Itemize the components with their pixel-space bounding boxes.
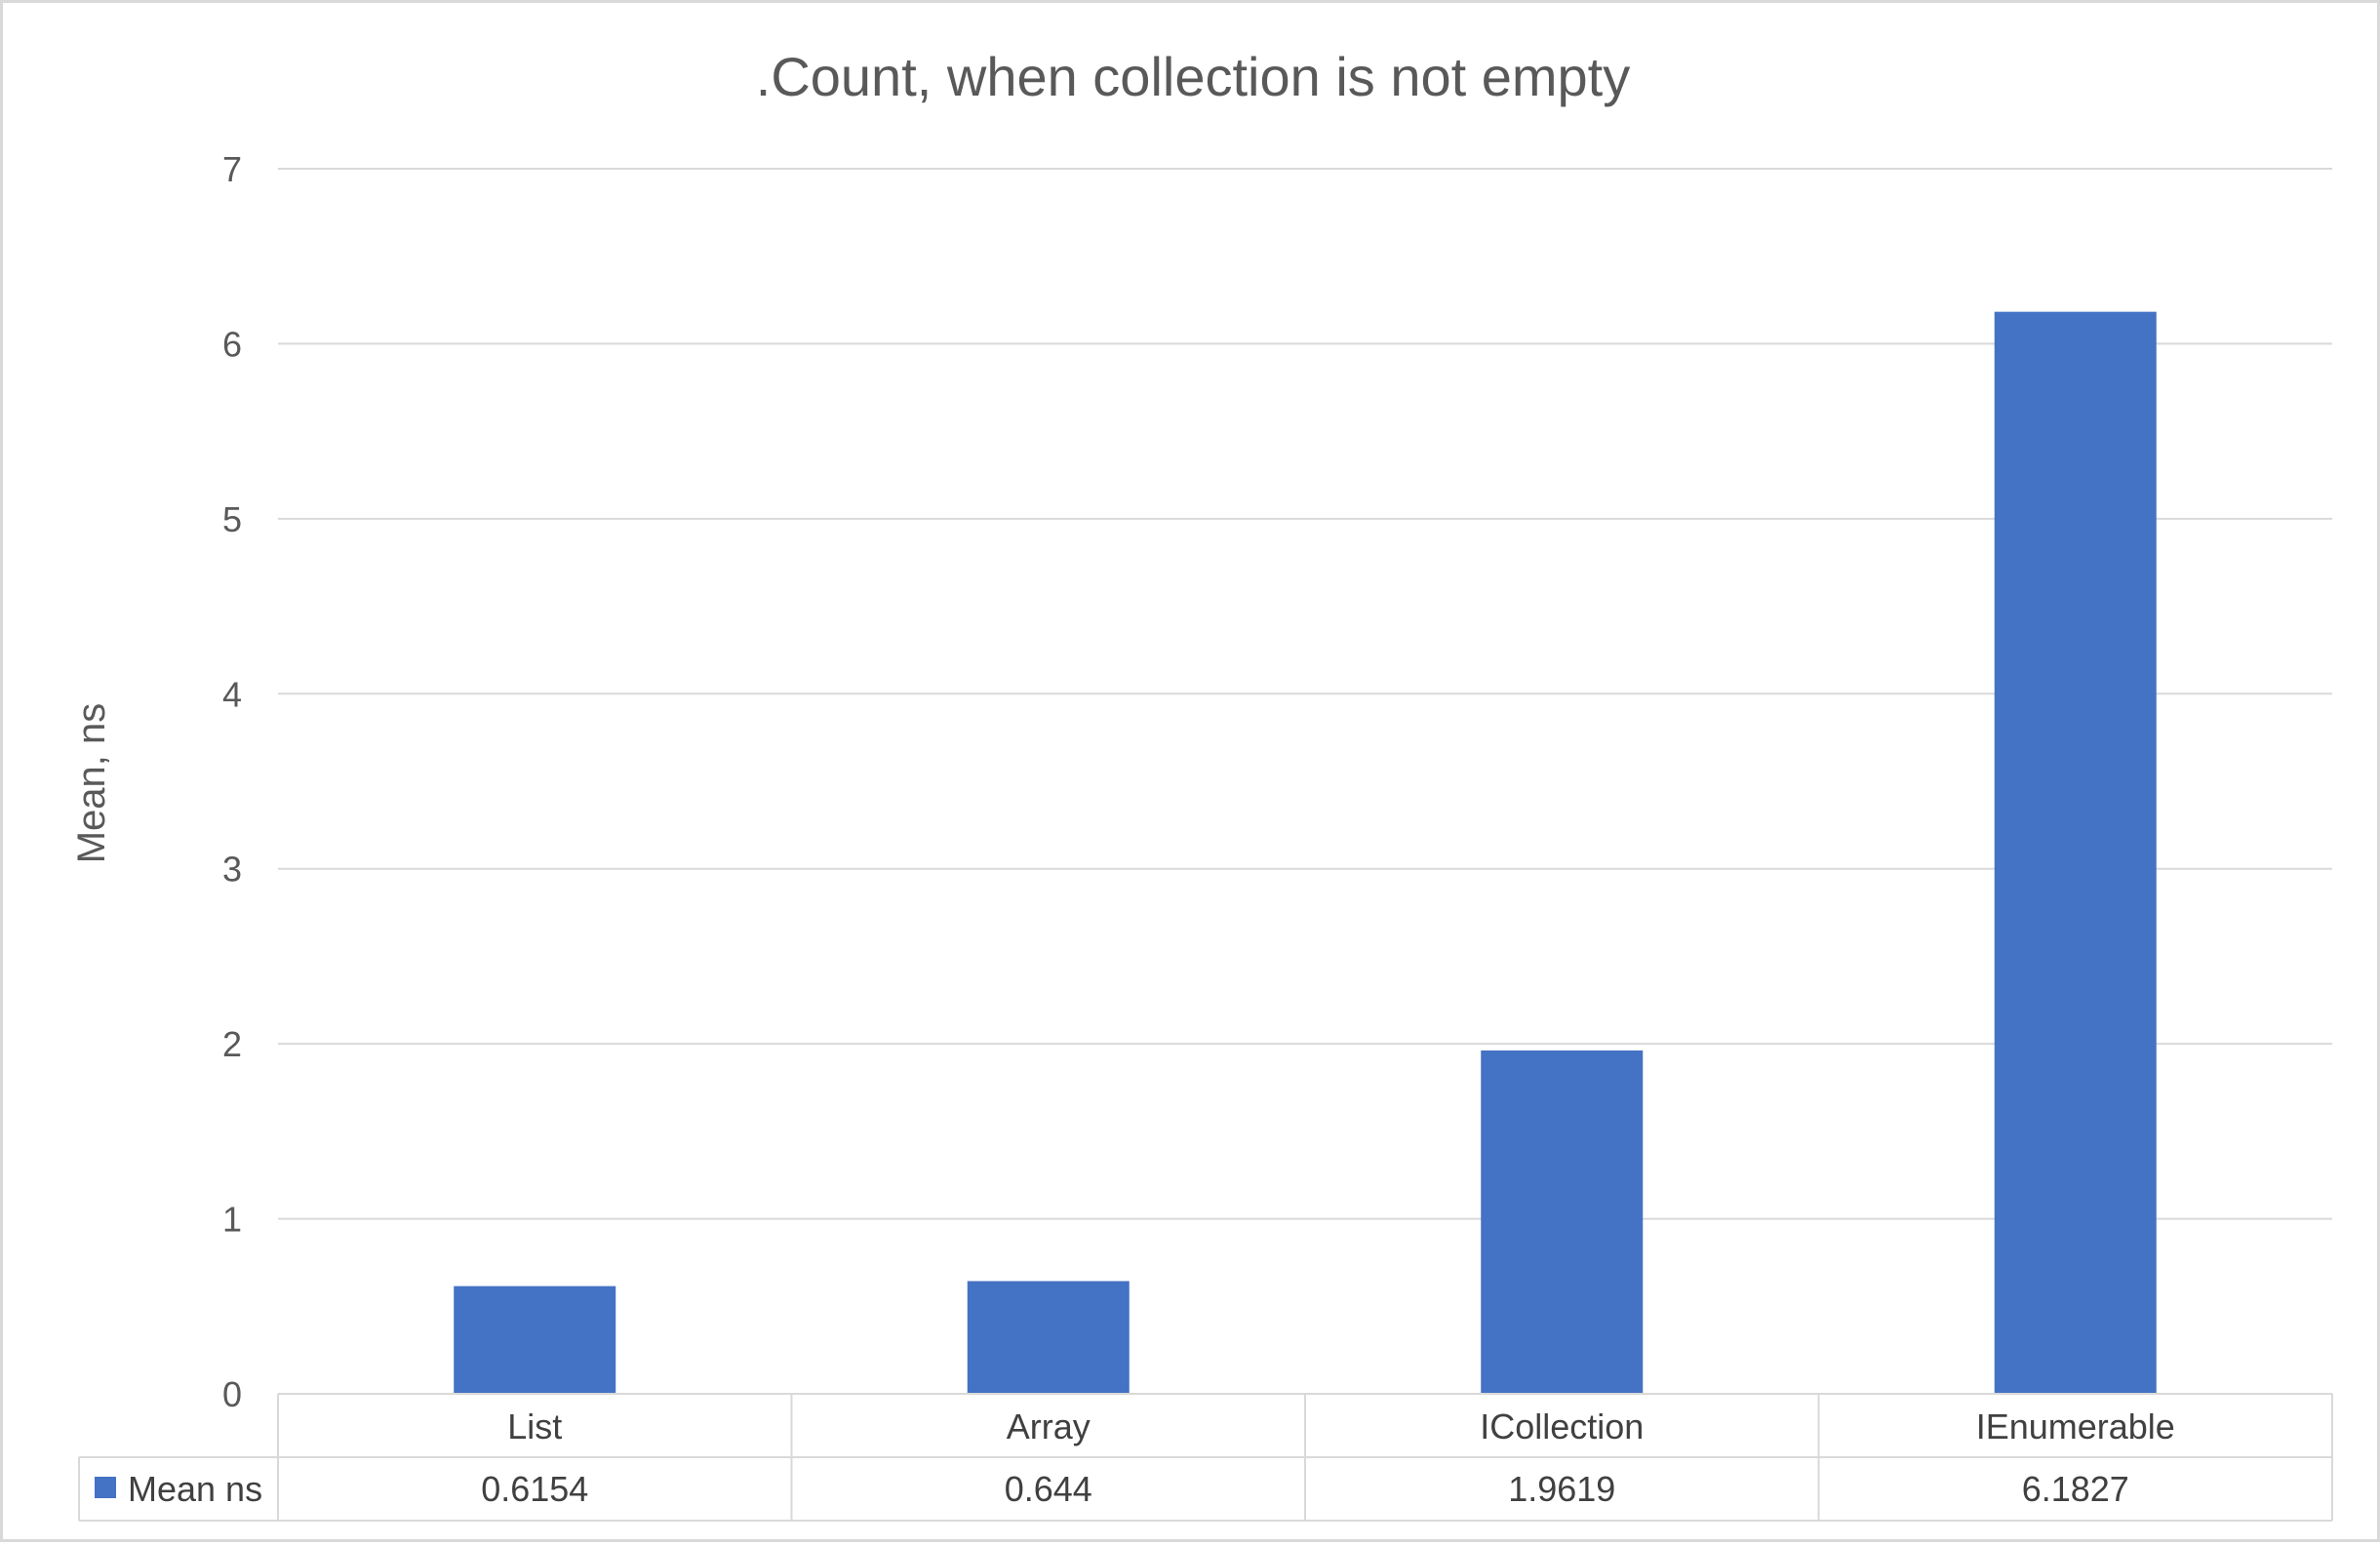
table-value-cell: 6.1827 bbox=[2022, 1469, 2129, 1509]
y-tick-label: 7 bbox=[222, 149, 242, 189]
data-table: List Array ICollection IEnumerable Mean ns 0.… bbox=[78, 1393, 2333, 1522]
table-value-cell: 1.9619 bbox=[1508, 1469, 1615, 1509]
bar-icollection bbox=[1481, 1050, 1644, 1394]
gridlines bbox=[278, 168, 2332, 1220]
y-tick-label: 5 bbox=[222, 499, 242, 539]
table-value-cell: 0.6154 bbox=[481, 1469, 588, 1509]
bars bbox=[454, 311, 2157, 1394]
bar-array bbox=[967, 1281, 1130, 1394]
y-tick-label: 0 bbox=[222, 1374, 242, 1414]
y-tick-label: 4 bbox=[222, 674, 242, 714]
chart-title: .Count, when collection is not empty bbox=[756, 46, 1630, 107]
x-category-label: ICollection bbox=[1480, 1406, 1644, 1446]
legend-key bbox=[95, 1477, 116, 1498]
y-tick-label: 3 bbox=[222, 850, 242, 890]
bar-chart: .Count, when collection is not empty Mea… bbox=[70, 46, 2333, 1522]
x-category-label: Array bbox=[1007, 1406, 1091, 1446]
table-value-cell: 0.644 bbox=[1005, 1469, 1092, 1509]
y-tick-label: 2 bbox=[222, 1024, 242, 1064]
x-category-label: IEnumerable bbox=[1976, 1406, 2175, 1446]
y-tick-label: 1 bbox=[222, 1200, 242, 1240]
x-category-label: List bbox=[507, 1406, 562, 1446]
y-tick-label: 6 bbox=[222, 324, 242, 364]
y-axis-ticks: 0 1 2 3 4 5 6 7 bbox=[222, 149, 242, 1414]
bar-list bbox=[454, 1286, 616, 1394]
y-axis-title: Mean, ns bbox=[70, 703, 113, 864]
bar-ienumerable bbox=[1994, 311, 2157, 1394]
legend-series-name: Mean ns bbox=[128, 1469, 262, 1509]
